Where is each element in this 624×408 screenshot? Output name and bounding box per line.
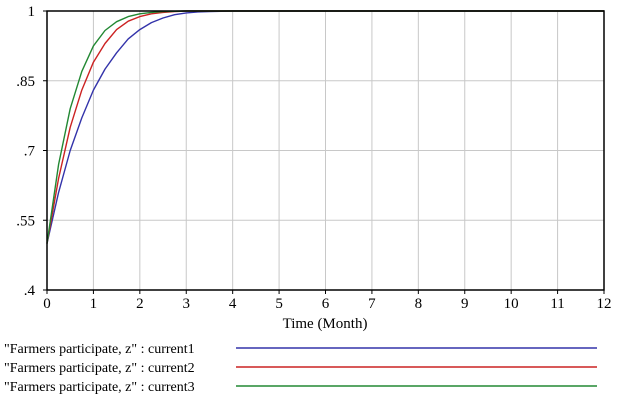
x-tick-label: 4 [229, 296, 237, 312]
x-tick-label: 6 [322, 296, 330, 312]
x-tick-label: 1 [90, 296, 98, 312]
x-axis-title: Time (Month) [283, 316, 368, 332]
x-tick-label: 2 [136, 296, 144, 312]
y-tick-label: .55 [16, 213, 35, 229]
x-tick-label: 7 [368, 296, 376, 312]
grid [47, 11, 604, 290]
y-tick-label: 1 [28, 4, 36, 20]
x-tick-label: 0 [43, 296, 51, 312]
x-tick-label: 12 [597, 296, 612, 312]
y-tick-label: .85 [16, 74, 35, 90]
y-tick-label: .4 [24, 283, 36, 299]
x-tick-label: 11 [550, 296, 564, 312]
legend: "Farmers participate, z" : current1 "Farm… [4, 342, 597, 395]
x-tick-label: 9 [461, 296, 469, 312]
x-tick-label: 3 [183, 296, 191, 312]
x-tick-label: 8 [415, 296, 423, 312]
x-tick-label: 5 [275, 296, 283, 312]
y-axis-ticks: .4 .55 .7 .85 1 [16, 4, 47, 299]
legend-label-2: "Farmers participate, z" : current2 [4, 361, 195, 376]
legend-label-3: "Farmers participate, z" : current3 [4, 380, 195, 395]
y-tick-label: .7 [24, 144, 36, 160]
legend-label-1: "Farmers participate, z" : current1 [4, 342, 195, 357]
x-axis-ticks: 0 1 2 3 4 5 6 7 8 9 10 11 12 [43, 290, 612, 312]
x-tick-label: 10 [504, 296, 519, 312]
